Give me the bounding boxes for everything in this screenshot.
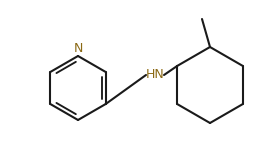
Text: N: N xyxy=(73,42,83,56)
Text: HN: HN xyxy=(146,68,164,81)
